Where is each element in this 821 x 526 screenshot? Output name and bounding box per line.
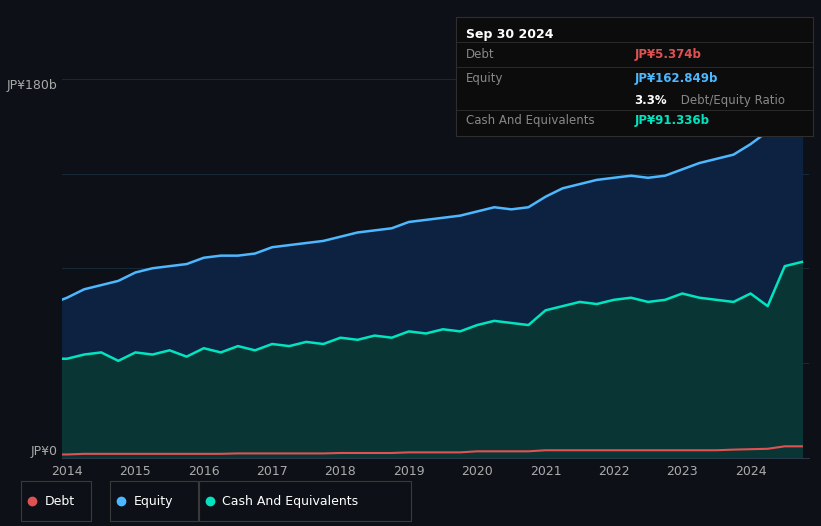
Text: Equity: Equity — [466, 72, 504, 85]
Text: JP¥5.374b: JP¥5.374b — [635, 48, 701, 61]
Text: JP¥0: JP¥0 — [31, 444, 57, 458]
Text: Debt/Equity Ratio: Debt/Equity Ratio — [677, 94, 785, 107]
Text: Debt: Debt — [45, 494, 75, 508]
Text: Equity: Equity — [134, 494, 173, 508]
Text: Cash And Equivalents: Cash And Equivalents — [466, 115, 595, 127]
Text: Debt: Debt — [466, 48, 495, 61]
Text: JP¥91.336b: JP¥91.336b — [635, 115, 709, 127]
Text: Cash And Equivalents: Cash And Equivalents — [222, 494, 359, 508]
Text: JP¥162.849b: JP¥162.849b — [635, 72, 718, 85]
Text: 3.3%: 3.3% — [635, 94, 667, 107]
Text: JP¥180b: JP¥180b — [7, 79, 57, 92]
Text: Sep 30 2024: Sep 30 2024 — [466, 28, 554, 41]
